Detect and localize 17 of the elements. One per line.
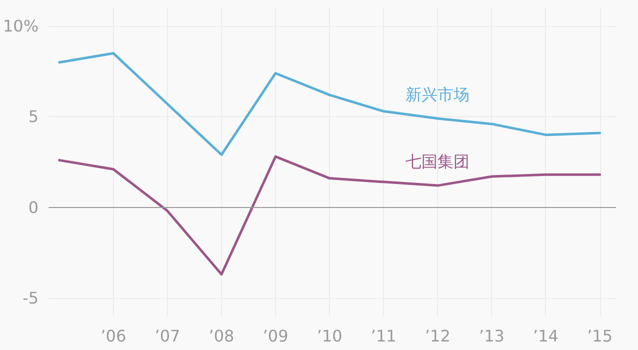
- x-tick-label: ’09: [262, 326, 288, 346]
- line-series: [58, 155, 602, 276]
- y-tick-label: 0: [28, 198, 39, 217]
- y-tick-label: 10%: [3, 16, 39, 36]
- x-tick-label: ’08: [208, 326, 234, 346]
- y-tick-label: 5: [28, 107, 39, 126]
- x-tick-label: ’13: [478, 326, 504, 346]
- x-tick-label: ’07: [154, 326, 180, 346]
- x-tick-label: ’12: [424, 326, 450, 346]
- x-tick-label: ’15: [587, 326, 613, 346]
- x-tick-label: ’11: [370, 326, 396, 346]
- x-tick-label: ’14: [533, 326, 558, 346]
- x-tick-label: ’10: [316, 326, 342, 346]
- y-tick-label: -5: [22, 288, 39, 308]
- series-label: 七国集团: [406, 152, 470, 172]
- x-tick-label: ’06: [100, 326, 126, 346]
- series-label: 新兴市场: [406, 85, 470, 104]
